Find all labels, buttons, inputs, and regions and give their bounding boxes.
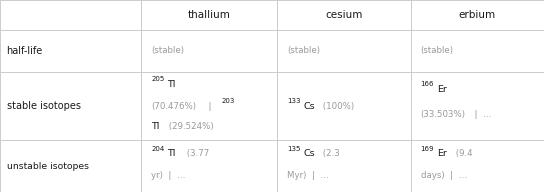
Text: Cs: Cs xyxy=(304,102,315,111)
Text: (9.4: (9.4 xyxy=(453,149,473,158)
Text: (stable): (stable) xyxy=(421,46,454,55)
Text: (stable): (stable) xyxy=(151,46,184,55)
Text: Tl: Tl xyxy=(168,149,176,158)
Text: 135: 135 xyxy=(287,146,301,152)
Text: Myr)  |  …: Myr) | … xyxy=(287,171,329,180)
Bar xyxy=(411,0,544,30)
Text: Er: Er xyxy=(437,84,447,94)
Bar xyxy=(0,30,141,72)
Text: 133: 133 xyxy=(287,98,301,104)
Bar xyxy=(411,30,544,72)
Text: thallium: thallium xyxy=(188,10,231,20)
Bar xyxy=(141,72,277,140)
Text: 169: 169 xyxy=(421,146,434,152)
Text: |  …: | … xyxy=(469,110,492,119)
Bar xyxy=(277,72,411,140)
Bar xyxy=(141,30,277,72)
Text: 205: 205 xyxy=(151,76,164,83)
Text: unstable isotopes: unstable isotopes xyxy=(7,162,89,170)
Text: (stable): (stable) xyxy=(287,46,320,55)
Bar xyxy=(0,140,141,192)
Text: (100%): (100%) xyxy=(320,102,354,111)
Text: erbium: erbium xyxy=(459,10,496,20)
Text: Tl: Tl xyxy=(151,122,159,131)
Text: (70.476%): (70.476%) xyxy=(151,102,196,111)
Text: (33.503%): (33.503%) xyxy=(421,110,466,119)
Bar xyxy=(141,140,277,192)
Bar xyxy=(0,72,141,140)
Text: cesium: cesium xyxy=(325,10,363,20)
Text: days)  |  …: days) | … xyxy=(421,171,467,180)
Text: stable isotopes: stable isotopes xyxy=(7,101,81,111)
Text: 203: 203 xyxy=(222,98,236,104)
Text: 204: 204 xyxy=(151,146,164,152)
Text: (29.524%): (29.524%) xyxy=(166,122,214,131)
Text: Tl: Tl xyxy=(168,80,176,89)
Bar xyxy=(0,0,141,30)
Text: Cs: Cs xyxy=(304,149,315,158)
Bar xyxy=(411,140,544,192)
Text: Er: Er xyxy=(437,149,447,158)
Bar xyxy=(141,0,277,30)
Text: half-life: half-life xyxy=(7,46,43,56)
Text: 166: 166 xyxy=(421,81,434,87)
Text: (2.3: (2.3 xyxy=(320,149,339,158)
Bar xyxy=(277,0,411,30)
Text: yr)  |  …: yr) | … xyxy=(151,171,186,180)
Text: |: | xyxy=(203,102,212,111)
Text: (3.77: (3.77 xyxy=(184,149,209,158)
Bar xyxy=(411,72,544,140)
Bar xyxy=(277,140,411,192)
Bar xyxy=(277,30,411,72)
